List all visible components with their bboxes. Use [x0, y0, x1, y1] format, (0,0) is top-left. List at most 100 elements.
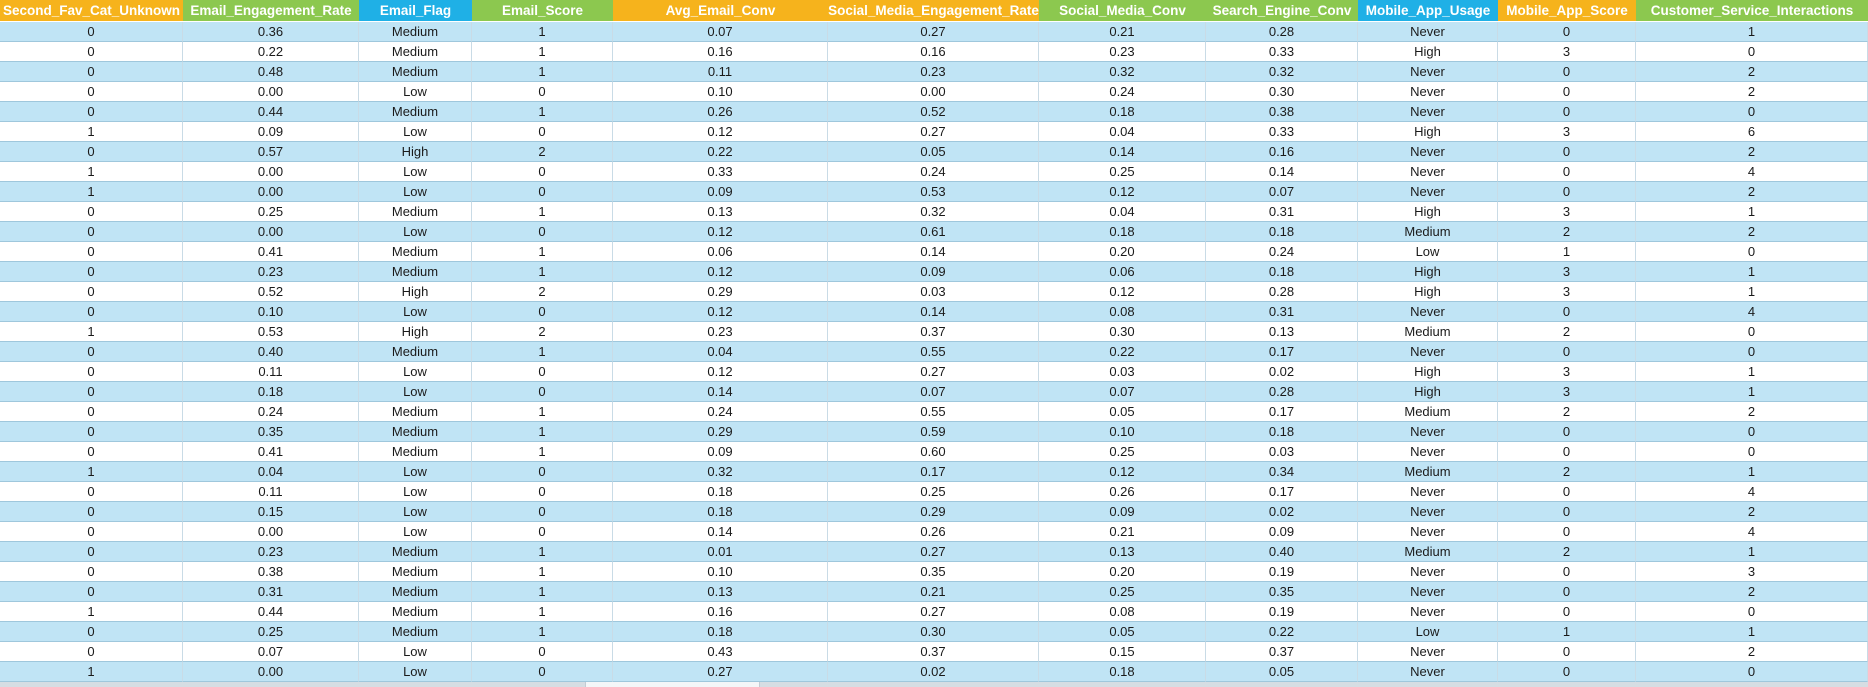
cell-email-score[interactable]: 0: [472, 662, 613, 682]
cell-avg-email-conv[interactable]: 0.10: [613, 82, 828, 102]
cell-avg-email-conv[interactable]: 0.23: [613, 322, 828, 342]
cell-social-media-conv[interactable]: 0.12: [1039, 462, 1206, 482]
cell-mobile-app-score[interactable]: 0: [1498, 162, 1636, 182]
cell-email-engagement-rate[interactable]: 0.41: [183, 442, 359, 462]
cell-email-flag[interactable]: High: [359, 142, 472, 162]
cell-social-media-conv[interactable]: 0.20: [1039, 562, 1206, 582]
cell-avg-email-conv[interactable]: 0.12: [613, 362, 828, 382]
cell-social-media-engagement-rate[interactable]: 0.55: [828, 342, 1039, 362]
cell-second-fav-cat-unknown[interactable]: 0: [0, 282, 183, 302]
cell-email-engagement-rate[interactable]: 0.40: [183, 342, 359, 362]
cell-mobile-app-score[interactable]: 2: [1498, 542, 1636, 562]
column-header-mobile-app-score[interactable]: Mobile_App_Score: [1498, 0, 1636, 22]
cell-social-media-engagement-rate[interactable]: 0.05: [828, 142, 1039, 162]
cell-social-media-engagement-rate[interactable]: 0.17: [828, 462, 1039, 482]
cell-search-engine-conv[interactable]: 0.35: [1206, 582, 1358, 602]
cell-email-flag[interactable]: Low: [359, 662, 472, 682]
cell-email-score[interactable]: 1: [472, 22, 613, 42]
cell-social-media-conv[interactable]: 0.21: [1039, 22, 1206, 42]
cell-email-flag[interactable]: Medium: [359, 442, 472, 462]
cell-email-engagement-rate[interactable]: 0.00: [183, 82, 359, 102]
cell-email-engagement-rate[interactable]: 0.00: [183, 522, 359, 542]
cell-search-engine-conv[interactable]: 0.09: [1206, 522, 1358, 542]
cell-social-media-engagement-rate[interactable]: 0.14: [828, 242, 1039, 262]
cell-mobile-app-usage[interactable]: Never: [1358, 442, 1498, 462]
cell-email-engagement-rate[interactable]: 0.00: [183, 162, 359, 182]
cell-search-engine-conv[interactable]: 0.18: [1206, 262, 1358, 282]
cell-customer-service-interactions[interactable]: 2: [1636, 62, 1868, 82]
cell-avg-email-conv[interactable]: 0.26: [613, 102, 828, 122]
cell-mobile-app-score[interactable]: 2: [1498, 222, 1636, 242]
cell-email-engagement-rate[interactable]: 0.04: [183, 462, 359, 482]
cell-avg-email-conv[interactable]: 0.12: [613, 262, 828, 282]
cell-second-fav-cat-unknown[interactable]: 0: [0, 262, 183, 282]
cell-email-flag[interactable]: Low: [359, 302, 472, 322]
cell-avg-email-conv[interactable]: 0.06: [613, 242, 828, 262]
cell-email-flag[interactable]: Medium: [359, 402, 472, 422]
cell-social-media-engagement-rate[interactable]: 0.37: [828, 322, 1039, 342]
cell-email-flag[interactable]: Low: [359, 382, 472, 402]
cell-second-fav-cat-unknown[interactable]: 0: [0, 82, 183, 102]
cell-email-engagement-rate[interactable]: 0.36: [183, 22, 359, 42]
cell-social-media-engagement-rate[interactable]: 0.27: [828, 542, 1039, 562]
cell-mobile-app-usage[interactable]: High: [1358, 262, 1498, 282]
horizontal-scrollbar[interactable]: [0, 682, 1868, 687]
cell-second-fav-cat-unknown[interactable]: 1: [0, 182, 183, 202]
cell-customer-service-interactions[interactable]: 0: [1636, 662, 1868, 682]
cell-social-media-engagement-rate[interactable]: 0.27: [828, 362, 1039, 382]
cell-mobile-app-usage[interactable]: Never: [1358, 342, 1498, 362]
cell-social-media-engagement-rate[interactable]: 0.30: [828, 622, 1039, 642]
cell-search-engine-conv[interactable]: 0.17: [1206, 482, 1358, 502]
cell-search-engine-conv[interactable]: 0.17: [1206, 342, 1358, 362]
cell-email-flag[interactable]: Medium: [359, 582, 472, 602]
cell-email-flag[interactable]: Low: [359, 362, 472, 382]
cell-search-engine-conv[interactable]: 0.31: [1206, 202, 1358, 222]
cell-search-engine-conv[interactable]: 0.14: [1206, 162, 1358, 182]
cell-customer-service-interactions[interactable]: 1: [1636, 202, 1868, 222]
cell-email-score[interactable]: 0: [472, 462, 613, 482]
cell-avg-email-conv[interactable]: 0.33: [613, 162, 828, 182]
cell-second-fav-cat-unknown[interactable]: 0: [0, 542, 183, 562]
cell-search-engine-conv[interactable]: 0.37: [1206, 642, 1358, 662]
cell-email-flag[interactable]: Low: [359, 482, 472, 502]
cell-mobile-app-score[interactable]: 0: [1498, 22, 1636, 42]
cell-search-engine-conv[interactable]: 0.28: [1206, 382, 1358, 402]
cell-mobile-app-score[interactable]: 0: [1498, 602, 1636, 622]
cell-search-engine-conv[interactable]: 0.28: [1206, 282, 1358, 302]
cell-search-engine-conv[interactable]: 0.38: [1206, 102, 1358, 122]
cell-email-score[interactable]: 0: [472, 362, 613, 382]
cell-mobile-app-usage[interactable]: Never: [1358, 502, 1498, 522]
cell-mobile-app-score[interactable]: 0: [1498, 102, 1636, 122]
cell-email-engagement-rate[interactable]: 0.38: [183, 562, 359, 582]
cell-mobile-app-score[interactable]: 3: [1498, 202, 1636, 222]
cell-search-engine-conv[interactable]: 0.33: [1206, 122, 1358, 142]
cell-mobile-app-score[interactable]: 3: [1498, 282, 1636, 302]
cell-email-flag[interactable]: Medium: [359, 262, 472, 282]
cell-mobile-app-usage[interactable]: Never: [1358, 62, 1498, 82]
cell-email-engagement-rate[interactable]: 0.23: [183, 542, 359, 562]
cell-second-fav-cat-unknown[interactable]: 0: [0, 402, 183, 422]
cell-mobile-app-usage[interactable]: Low: [1358, 242, 1498, 262]
cell-mobile-app-usage[interactable]: Never: [1358, 562, 1498, 582]
cell-email-engagement-rate[interactable]: 0.07: [183, 642, 359, 662]
cell-email-score[interactable]: 0: [472, 182, 613, 202]
cell-mobile-app-usage[interactable]: Never: [1358, 422, 1498, 442]
cell-social-media-engagement-rate[interactable]: 0.55: [828, 402, 1039, 422]
cell-email-engagement-rate[interactable]: 0.22: [183, 42, 359, 62]
cell-email-flag[interactable]: Low: [359, 82, 472, 102]
column-header-social-media-conv[interactable]: Social_Media_Conv: [1039, 0, 1206, 22]
cell-avg-email-conv[interactable]: 0.18: [613, 502, 828, 522]
cell-email-engagement-rate[interactable]: 0.53: [183, 322, 359, 342]
cell-customer-service-interactions[interactable]: 1: [1636, 382, 1868, 402]
cell-search-engine-conv[interactable]: 0.32: [1206, 62, 1358, 82]
cell-avg-email-conv[interactable]: 0.14: [613, 522, 828, 542]
cell-social-media-engagement-rate[interactable]: 0.24: [828, 162, 1039, 182]
cell-email-score[interactable]: 2: [472, 282, 613, 302]
cell-email-score[interactable]: 1: [472, 102, 613, 122]
cell-email-engagement-rate[interactable]: 0.52: [183, 282, 359, 302]
cell-mobile-app-score[interactable]: 2: [1498, 402, 1636, 422]
cell-email-flag[interactable]: High: [359, 322, 472, 342]
cell-customer-service-interactions[interactable]: 2: [1636, 182, 1868, 202]
cell-social-media-engagement-rate[interactable]: 0.35: [828, 562, 1039, 582]
cell-social-media-conv[interactable]: 0.22: [1039, 342, 1206, 362]
